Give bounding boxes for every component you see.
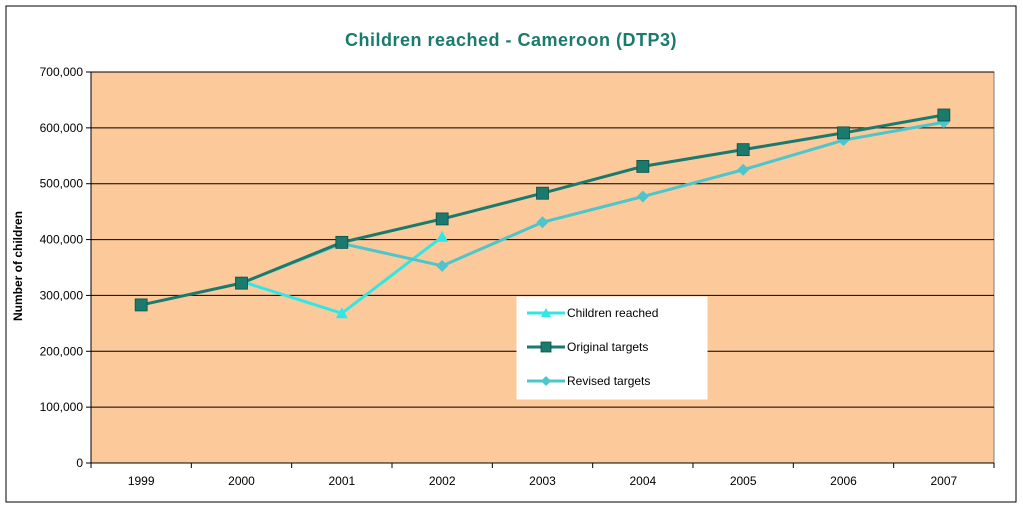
legend-marker-original-targets (540, 341, 552, 353)
data-point-children-reached (436, 230, 449, 242)
data-point-original-targets (335, 235, 349, 249)
y-tick-label: 200,000 (40, 344, 84, 358)
data-point-revised-targets (737, 163, 750, 176)
x-tick-label: 2000 (228, 474, 255, 488)
x-tick-label: 2006 (830, 474, 857, 488)
y-tick-label: 100,000 (40, 400, 84, 414)
data-point-revised-targets (536, 216, 549, 229)
y-axis-label: Number of children (11, 211, 25, 321)
y-tick-label: 300,000 (40, 288, 84, 302)
legend-marker-revised-targets (541, 376, 551, 386)
data-point-original-targets (636, 159, 650, 173)
x-tick-label: 2003 (529, 474, 556, 488)
data-point-original-targets (837, 126, 850, 140)
y-tick-label: 500,000 (40, 177, 84, 191)
data-point-original-targets (435, 212, 449, 226)
legend-marker-children-reached (541, 308, 551, 317)
x-tick-label: 2005 (730, 474, 757, 488)
y-tick-label: 700,000 (40, 65, 84, 79)
chart-title: Children reached - Cameroon (DTP3) (345, 30, 677, 50)
legend-label-original-targets: Original targets (567, 340, 648, 354)
data-point-children-reached (335, 307, 348, 319)
data-point-revised-targets (636, 190, 649, 203)
x-tick-label: 2004 (629, 474, 656, 488)
legend-label-children-reached: Children reached (567, 306, 658, 320)
data-point-original-targets (235, 276, 248, 290)
data-point-original-targets (937, 108, 951, 122)
x-tick-label: 2002 (429, 474, 456, 488)
x-tick-label: 2001 (328, 474, 355, 488)
y-tick-label: 0 (76, 456, 83, 470)
data-point-original-targets (736, 143, 750, 157)
legend-label-revised-targets: Revised targets (567, 374, 650, 388)
data-point-original-targets (536, 186, 549, 200)
y-tick-label: 600,000 (40, 121, 84, 135)
x-tick-label: 1999 (128, 474, 155, 488)
x-tick-label: 2007 (930, 474, 957, 488)
y-tick-label: 400,000 (40, 233, 84, 247)
series-line-revised-targets (240, 120, 945, 285)
data-point-revised-targets (436, 259, 449, 272)
data-point-original-targets (134, 298, 148, 312)
